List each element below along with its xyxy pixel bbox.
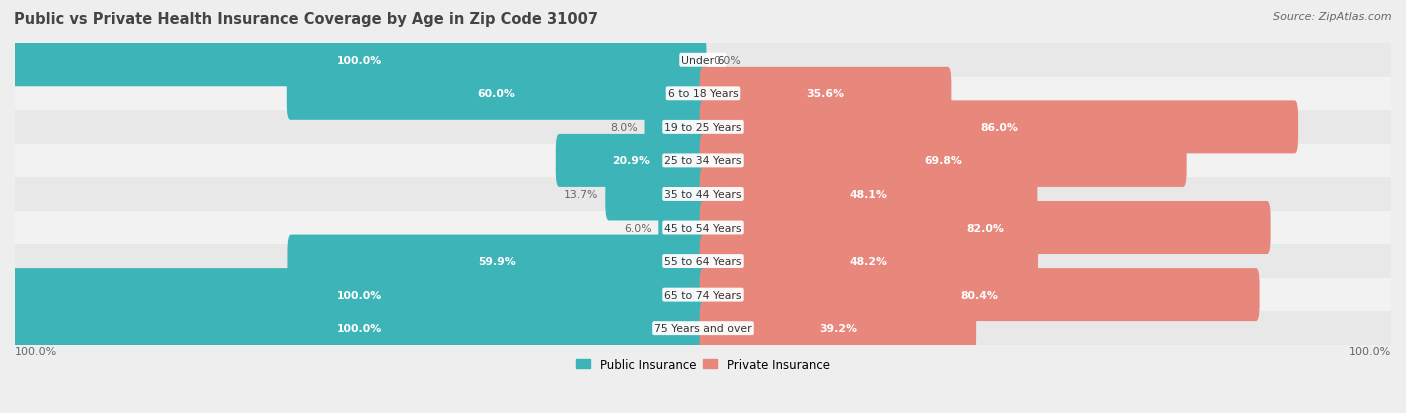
Bar — [15, 244, 1391, 278]
Text: 19 to 25 Years: 19 to 25 Years — [664, 123, 742, 133]
Text: 100.0%: 100.0% — [15, 346, 58, 356]
Text: 45 to 54 Years: 45 to 54 Years — [664, 223, 742, 233]
Text: 25 to 34 Years: 25 to 34 Years — [664, 156, 742, 166]
FancyBboxPatch shape — [700, 202, 1271, 254]
Bar — [15, 178, 1391, 211]
FancyBboxPatch shape — [700, 68, 952, 121]
Text: 48.2%: 48.2% — [849, 256, 887, 266]
Text: 100.0%: 100.0% — [336, 290, 381, 300]
Text: 55 to 64 Years: 55 to 64 Years — [664, 256, 742, 266]
Bar — [15, 278, 1391, 312]
Text: 35.6%: 35.6% — [807, 89, 845, 99]
Text: 8.0%: 8.0% — [610, 123, 638, 133]
FancyBboxPatch shape — [287, 68, 706, 121]
Bar — [15, 44, 1391, 77]
FancyBboxPatch shape — [700, 168, 1038, 221]
FancyBboxPatch shape — [606, 168, 706, 221]
Text: 35 to 44 Years: 35 to 44 Years — [664, 190, 742, 199]
Text: 80.4%: 80.4% — [960, 290, 998, 300]
Bar — [15, 211, 1391, 244]
FancyBboxPatch shape — [287, 235, 706, 288]
Text: 82.0%: 82.0% — [966, 223, 1004, 233]
Text: 100.0%: 100.0% — [1348, 346, 1391, 356]
Bar — [15, 312, 1391, 345]
Bar — [15, 144, 1391, 178]
Text: 60.0%: 60.0% — [478, 89, 516, 99]
Text: 0.0%: 0.0% — [713, 56, 741, 66]
Text: Under 6: Under 6 — [682, 56, 724, 66]
Text: 75 Years and over: 75 Years and over — [654, 323, 752, 333]
FancyBboxPatch shape — [700, 101, 1298, 154]
Text: 39.2%: 39.2% — [818, 323, 856, 333]
Text: 6.0%: 6.0% — [624, 223, 651, 233]
FancyBboxPatch shape — [700, 268, 1260, 321]
FancyBboxPatch shape — [555, 135, 706, 188]
Text: 20.9%: 20.9% — [612, 156, 650, 166]
Legend: Public Insurance, Private Insurance: Public Insurance, Private Insurance — [571, 353, 835, 375]
FancyBboxPatch shape — [11, 268, 706, 321]
FancyBboxPatch shape — [700, 235, 1038, 288]
Text: 59.9%: 59.9% — [478, 256, 516, 266]
FancyBboxPatch shape — [700, 302, 976, 355]
FancyBboxPatch shape — [11, 302, 706, 355]
Text: 100.0%: 100.0% — [336, 56, 381, 66]
Text: 86.0%: 86.0% — [980, 123, 1018, 133]
Text: 48.1%: 48.1% — [849, 190, 887, 199]
FancyBboxPatch shape — [700, 135, 1187, 188]
Text: 13.7%: 13.7% — [564, 190, 599, 199]
Bar — [15, 77, 1391, 111]
Text: Source: ZipAtlas.com: Source: ZipAtlas.com — [1274, 12, 1392, 22]
FancyBboxPatch shape — [644, 101, 706, 154]
Text: 100.0%: 100.0% — [336, 323, 381, 333]
Text: 6 to 18 Years: 6 to 18 Years — [668, 89, 738, 99]
Text: 69.8%: 69.8% — [924, 156, 962, 166]
FancyBboxPatch shape — [11, 34, 706, 87]
FancyBboxPatch shape — [658, 202, 706, 254]
Text: Public vs Private Health Insurance Coverage by Age in Zip Code 31007: Public vs Private Health Insurance Cover… — [14, 12, 598, 27]
Text: 65 to 74 Years: 65 to 74 Years — [664, 290, 742, 300]
Bar — [15, 111, 1391, 144]
